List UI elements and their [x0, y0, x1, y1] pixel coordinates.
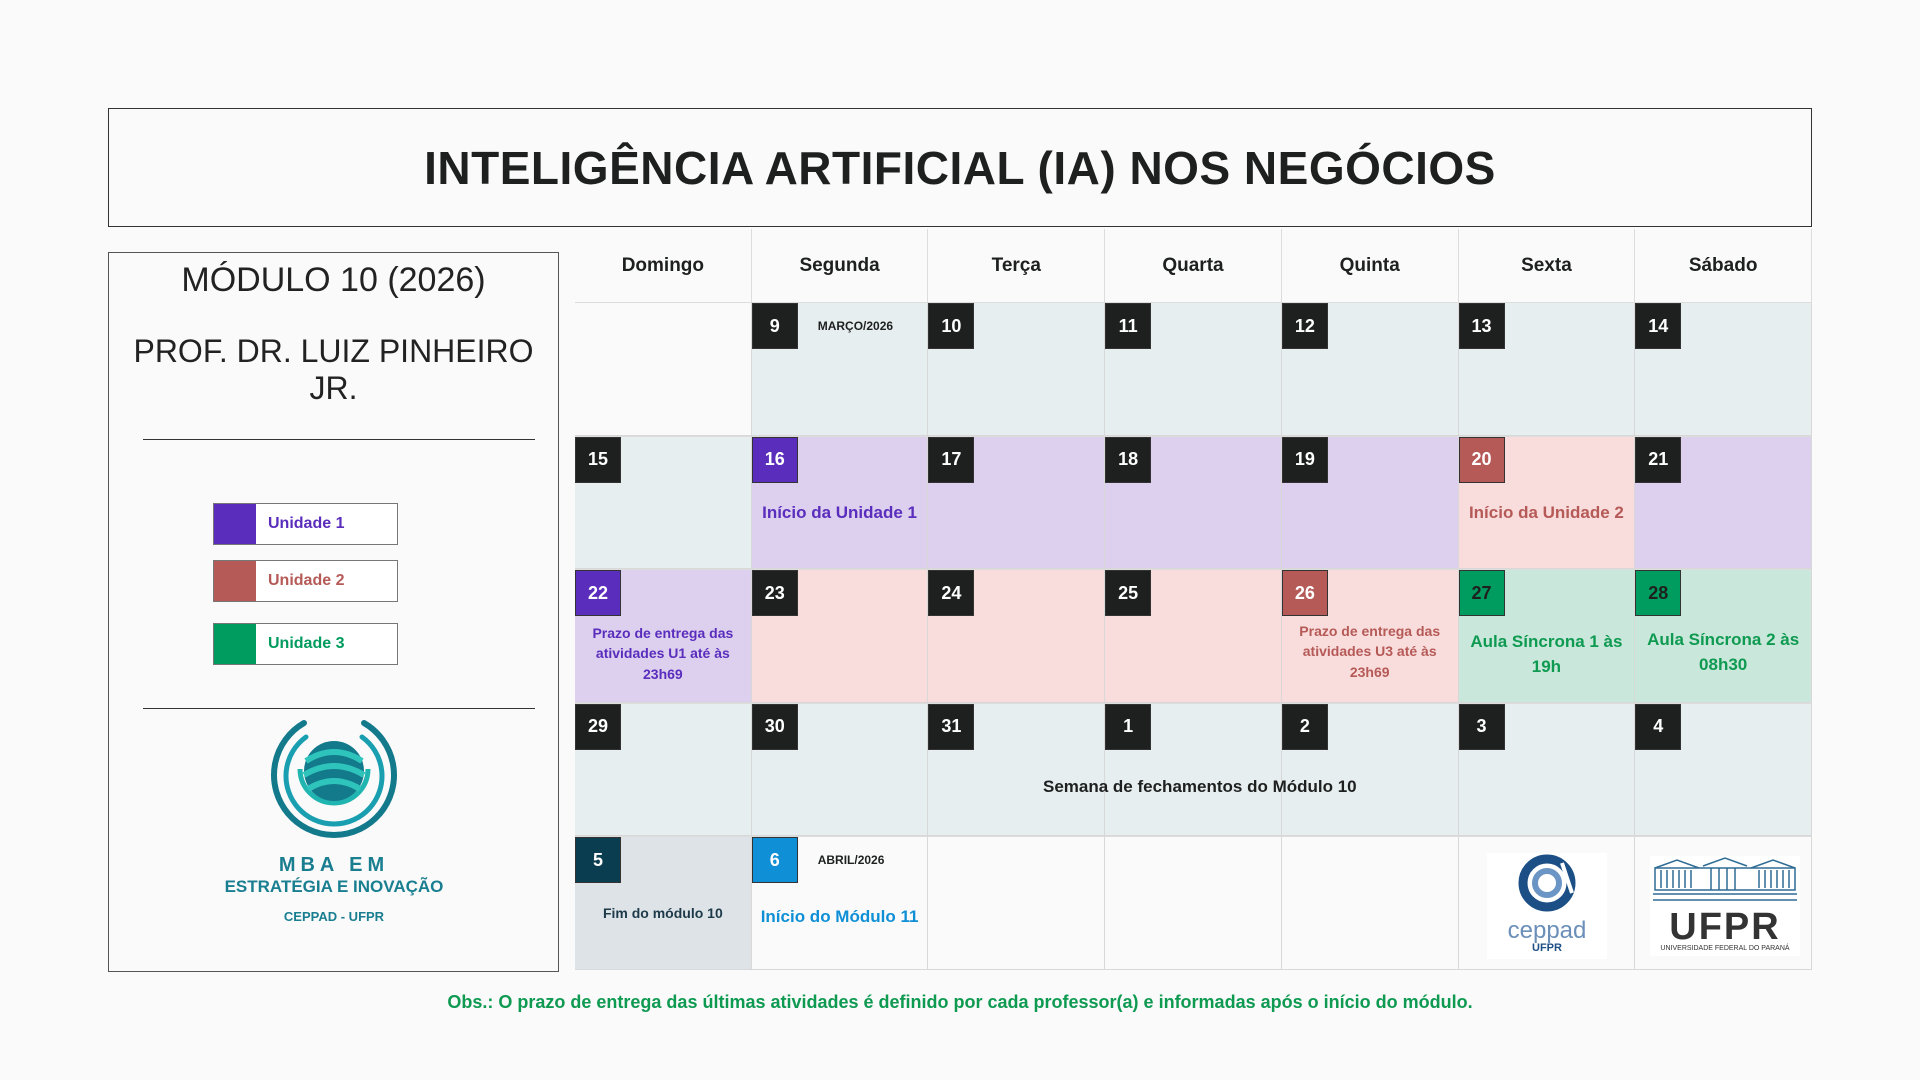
calendar-day-cell: 21 — [1635, 435, 1812, 569]
day-number: 26 — [1281, 570, 1328, 616]
day-number: 24 — [928, 570, 975, 616]
calendar-day-cell — [575, 302, 752, 436]
day-number: 30 — [751, 703, 798, 750]
event-note: Aula Síncrona 2 às 08h30 — [1647, 630, 1800, 674]
day-number: 2 — [1281, 703, 1328, 750]
divider — [143, 708, 535, 709]
professor-name: PROF. DR. LUIZ PINHEIRO JR. — [133, 333, 534, 406]
day-number: 14 — [1635, 303, 1682, 349]
day-number: 11 — [1105, 303, 1152, 349]
day-number: 5 — [575, 837, 621, 883]
page-title: INTELIGÊNCIA ARTIFICIAL (IA) NOS NEGÓCIO… — [424, 141, 1496, 194]
calendar-day-cell: 13 — [1458, 302, 1636, 436]
day-number: 25 — [1105, 570, 1152, 616]
legend-unidade-1: Unidade 1 — [213, 503, 398, 545]
calendar-day-cell: 19 — [1281, 435, 1459, 569]
calendar-day-cell: 18 — [1105, 435, 1282, 569]
calendar-day-cell: 11 — [1105, 302, 1282, 436]
event-note: Início da Unidade 1 — [762, 502, 918, 522]
calendar-day-cell: 23 — [751, 569, 929, 703]
month-label: ABRIL/2026 — [817, 853, 885, 867]
day-number: 15 — [575, 436, 621, 483]
day-header-quarta: Quarta — [1105, 229, 1282, 302]
calendar-day-cell: 16 Início da Unidade 1 — [751, 435, 929, 569]
ceppad-logo: ceppad UFPR — [1487, 853, 1607, 959]
day-header-segunda: Segunda — [751, 229, 929, 302]
mba-logo: MBA EM ESTRATÉGIA E INOVAÇÃO CEPPAD - UF… — [209, 713, 459, 943]
calendar-day-cell: 30 — [751, 702, 929, 836]
observation-note: Obs.: O prazo de entrega das últimas ati… — [447, 992, 1473, 1012]
event-note: Prazo de entrega das atividades U3 até à… — [1299, 623, 1441, 680]
calendar-day-cell: 24 — [928, 569, 1106, 703]
day-header-domingo: Domingo — [575, 229, 752, 302]
calendar-day-cell: 29 — [575, 702, 752, 836]
divider — [143, 439, 535, 440]
event-note: Início do Módulo 11 — [760, 907, 919, 926]
calendar-day-cell: 2 — [1281, 702, 1459, 836]
event-note: Fim do módulo 10 — [602, 905, 723, 921]
closing-week-note: Semana de fechamentos do Módulo 10 — [1043, 777, 1357, 796]
calendar-day-cell: 5 Fim do módulo 10 — [575, 836, 752, 970]
event-note: Início da Unidade 2 — [1468, 502, 1624, 522]
day-number: 9 — [751, 303, 798, 349]
day-number: 13 — [1458, 303, 1505, 349]
info-panel: MÓDULO 10 (2026) PROF. DR. LUIZ PINHEIRO… — [108, 252, 559, 972]
day-number: 22 — [575, 570, 621, 616]
day-number: 20 — [1458, 436, 1505, 483]
day-number: 4 — [1635, 703, 1682, 750]
day-number: 10 — [928, 303, 975, 349]
calendar-day-cell — [1281, 836, 1459, 970]
day-header-terça: Terça — [928, 229, 1106, 302]
globe-logo-icon — [271, 720, 397, 838]
day-header-quinta: Quinta — [1281, 229, 1459, 302]
day-number: 1 — [1105, 703, 1152, 750]
calendar-day-cell: 27 Aula Síncrona 1 às 19h — [1458, 569, 1636, 703]
calendar-grid: Domingo Segunda Terça Quarta Quinta Sexta Sába… — [575, 229, 1812, 970]
day-number: 6 — [751, 837, 798, 883]
calendar-day-cell: 10 — [928, 302, 1106, 436]
day-header-sexta: Sexta — [1458, 229, 1636, 302]
day-number: 31 — [928, 703, 975, 750]
calendar-day-cell: 12 — [1281, 302, 1459, 436]
day-number: 27 — [1458, 570, 1505, 616]
event-note: Aula Síncrona 1 às 19h — [1470, 632, 1623, 676]
day-number: 28 — [1635, 570, 1682, 616]
calendar-day-cell: 6 ABRIL/2026 Início do Módulo 11 — [751, 836, 929, 970]
legend-unidade-3: Unidade 3 — [213, 623, 398, 665]
calendar-day-cell: 28 Aula Síncrona 2 às 08h30 — [1635, 569, 1812, 703]
calendar-day-cell: 25 — [1105, 569, 1282, 703]
day-number: 18 — [1105, 436, 1152, 483]
calendar-day-cell: 17 — [928, 435, 1106, 569]
event-note: Prazo de entrega das atividades U1 até à… — [592, 625, 734, 682]
calendar-day-cell: 14 — [1635, 302, 1812, 436]
calendar-day-cell — [1105, 836, 1282, 970]
calendar-day-cell: 3 — [1458, 702, 1636, 836]
calendar-day-cell: 26 Prazo de entrega das atividades U3 até… — [1281, 569, 1459, 703]
calendar-day-cell: 20 Início da Unidade 2 — [1458, 435, 1636, 569]
day-number: 17 — [928, 436, 975, 483]
title-box: INTELIGÊNCIA ARTIFICIAL (IA) NOS NEGÓCIO… — [108, 108, 1812, 227]
day-header-sábado: Sábado — [1635, 229, 1812, 302]
calendar-day-cell: 31 — [928, 702, 1106, 836]
day-number: 16 — [751, 436, 798, 483]
calendar-day-cell: 9 MARÇO/2026 — [751, 302, 929, 436]
day-number: 12 — [1281, 303, 1328, 349]
calendar-day-cell: 1 — [1105, 702, 1282, 836]
day-number: 29 — [575, 703, 621, 750]
day-number: 19 — [1281, 436, 1328, 483]
calendar-day-cell — [928, 836, 1106, 970]
day-number: 21 — [1635, 436, 1682, 483]
legend-unidade-2: Unidade 2 — [213, 560, 398, 602]
ufpr-logo: UFPR UNIVERSIDADE FEDERAL DO PARANÁ — [1650, 856, 1800, 956]
calendar-day-cell: 22 Prazo de entrega das atividades U1 até… — [575, 569, 752, 703]
day-number: 3 — [1458, 703, 1505, 750]
module-label: MÓDULO 10 (2026) — [181, 261, 486, 299]
calendar-day-cell: 4 — [1635, 702, 1812, 836]
month-label: MARÇO/2026 — [817, 319, 894, 333]
calendar-day-cell: 15 — [575, 435, 752, 569]
day-number: 23 — [751, 570, 798, 616]
